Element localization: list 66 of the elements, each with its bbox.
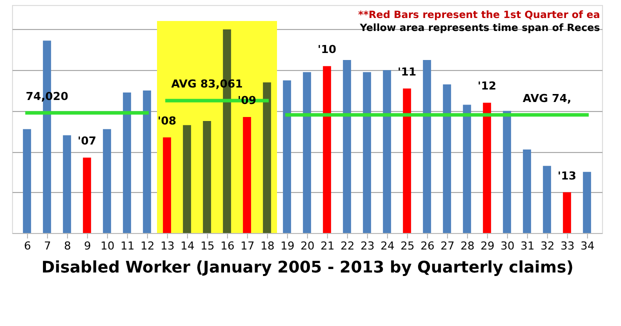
x-tick-label: 13 [160, 240, 174, 252]
x-tick-label: 31 [520, 240, 534, 252]
x-tick-label: 34 [580, 240, 594, 252]
bar [202, 121, 212, 233]
bar [262, 82, 272, 233]
bar [362, 72, 372, 233]
x-tick-label: 18 [260, 240, 274, 252]
x-tick-label: 32 [540, 240, 554, 252]
x-tick-label: 12 [140, 240, 154, 252]
x-tick-label: 23 [360, 240, 374, 252]
bar [322, 66, 332, 233]
bar [282, 80, 292, 233]
bar [442, 84, 452, 233]
bar [462, 104, 472, 233]
text: **Red Bars represent the 1st Quarter of ea [358, 10, 600, 21]
annotation: '12 [478, 80, 496, 93]
bar [422, 60, 432, 233]
x-tick-label: 16 [220, 240, 234, 252]
bar [182, 125, 192, 233]
bar [342, 60, 352, 233]
x-tick-label: 19 [280, 240, 294, 252]
bar [22, 129, 32, 233]
bar [82, 158, 92, 233]
x-tick-label: 14 [180, 240, 194, 252]
x-tick-label: 10 [100, 240, 114, 252]
annotation: Yellow area represents time span of Reces [358, 23, 600, 34]
x-tick-label: 21 [320, 240, 334, 252]
bar [122, 92, 132, 233]
bar [522, 150, 532, 233]
annotation: '13 [558, 169, 576, 182]
bar [502, 110, 512, 233]
x-tick-label: 30 [500, 240, 514, 252]
x-tick-label: 25 [400, 240, 414, 252]
bar [562, 192, 572, 233]
x-tick-label: 26 [420, 240, 434, 252]
bar [542, 166, 552, 233]
x-tick-label: 22 [340, 240, 354, 252]
annotation: '11 [398, 65, 416, 78]
bar [582, 172, 592, 233]
bar [102, 129, 112, 233]
bar [142, 90, 152, 233]
annotation: AVG 74, [522, 92, 572, 105]
x-tick-label: 15 [200, 240, 214, 252]
x-tick-label: 28 [460, 240, 474, 252]
x-tick-label: 8 [64, 240, 71, 252]
annotation: '07 [78, 134, 96, 148]
x-tick-label: 20 [300, 240, 314, 252]
x-tick-label: 17 [240, 240, 254, 252]
annotation: '10 [318, 43, 337, 56]
x-axis-title: Disabled Worker (January 2005 - 2013 by Quarterly claims) [41, 258, 574, 276]
x-tick-label: 24 [380, 240, 394, 252]
x-tick-label: 11 [120, 240, 134, 252]
bar [302, 72, 312, 233]
x-tick-label: 7 [44, 240, 51, 252]
annotation: '08 [158, 114, 176, 128]
bar [402, 88, 412, 233]
bar [62, 135, 72, 233]
bar [482, 102, 492, 233]
bar [162, 137, 172, 233]
x-tick-label: 29 [480, 240, 494, 252]
x-tick-label: 33 [560, 240, 574, 252]
x-tick-label: 9 [84, 240, 91, 252]
bar [382, 70, 392, 233]
x-tick-label: 27 [440, 240, 454, 252]
x-tick-label: 6 [24, 240, 31, 252]
bar [242, 116, 252, 233]
